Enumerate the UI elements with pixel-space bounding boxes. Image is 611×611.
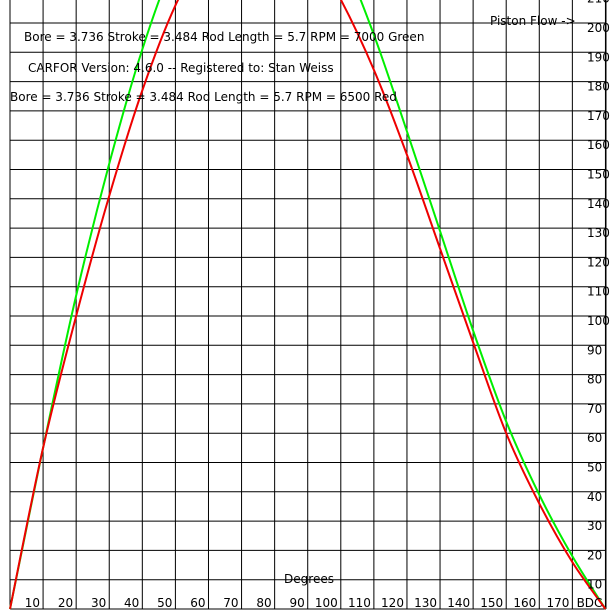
y-tick-label: 60 [587, 431, 602, 445]
y-tick-label: 70 [587, 402, 602, 416]
x-tick-label: 60 [190, 596, 205, 610]
chart-title: Piston Flow -> [490, 14, 576, 28]
y-tick-label: 130 [587, 226, 610, 240]
x-tick-label: 130 [414, 596, 437, 610]
y-tick-label: 150 [587, 168, 610, 182]
y-tick-label: 40 [587, 490, 602, 504]
y-tick-label: 190 [587, 50, 610, 64]
x-tick-label: 80 [256, 596, 271, 610]
y-tick-label: 160 [587, 138, 610, 152]
green-series-info: Bore = 3.736 Stroke = 3.484 Rod Length =… [24, 30, 424, 44]
x-tick-label: 70 [223, 596, 238, 610]
x-tick-label: 170 [546, 596, 569, 610]
x-tick-label: 30 [91, 596, 106, 610]
x-tick-label: 90 [289, 596, 304, 610]
x-tick-label: 20 [58, 596, 73, 610]
tick-labels: 10 20 30 40 50 60 70 80 90 100 110 120 130 140 150 160 1… [25, 0, 610, 610]
red-series-info: Bore = 3.736 Stroke = 3.484 Rod Length =… [10, 90, 397, 104]
y-tick-label: 170 [587, 109, 610, 123]
x-tick-label: 10 [25, 596, 40, 610]
y-tick-label: 50 [587, 461, 602, 475]
y-tick-label: 210 [587, 0, 610, 6]
x-tick-label: 110 [348, 596, 371, 610]
y-tick-label: 30 [587, 519, 602, 533]
x-axis-label: Degrees [284, 572, 334, 586]
series-layer [9, 0, 607, 610]
version-text: CARFOR Version: 4.6.0 -- Registered to: … [28, 61, 334, 75]
red-series-line [9, 0, 607, 610]
y-tick-label: 90 [587, 343, 602, 357]
y-tick-label: 110 [587, 285, 610, 299]
x-tick-label: 140 [447, 596, 470, 610]
x-tick-label: 50 [157, 596, 172, 610]
y-tick-label: 180 [587, 80, 610, 94]
x-tick-label: 160 [513, 596, 536, 610]
x-tick-label: BDC [577, 596, 603, 610]
y-tick-label: 100 [587, 314, 610, 328]
chart-grid [9, 0, 607, 610]
x-tick-label: 40 [124, 596, 139, 610]
x-tick-label: 100 [315, 596, 338, 610]
y-tick-label: 10 [587, 578, 602, 592]
x-tick-label: 120 [381, 596, 404, 610]
y-tick-label: 20 [587, 548, 602, 562]
y-tick-label: 80 [587, 373, 602, 387]
y-tick-label: 140 [587, 197, 610, 211]
green-series-line [9, 0, 607, 610]
y-tick-label: 200 [587, 21, 610, 35]
x-tick-label: 150 [480, 596, 503, 610]
y-tick-label: 120 [587, 255, 610, 269]
